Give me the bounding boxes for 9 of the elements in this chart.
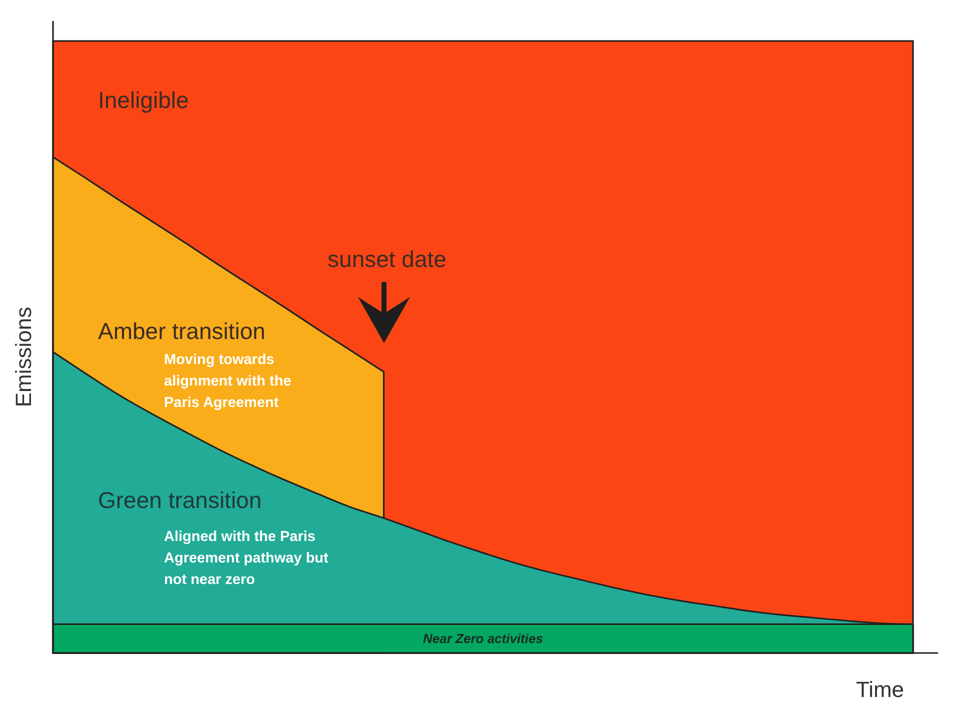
annotation: Aligned with the Paris Agreement pathway but not near zero (164, 529, 329, 588)
band-label: Ineligible (98, 87, 189, 113)
annotation: sunset date (328, 246, 446, 272)
x-axis-title: Time (856, 677, 904, 702)
series-label: Amber transition (98, 318, 266, 344)
series-label: Near Zero activities (423, 631, 543, 646)
y-axis-title: Emissions (11, 306, 36, 408)
annotation: Moving towards alignment with the Paris Agreement (164, 352, 292, 411)
series-label: Green transition (98, 487, 262, 513)
